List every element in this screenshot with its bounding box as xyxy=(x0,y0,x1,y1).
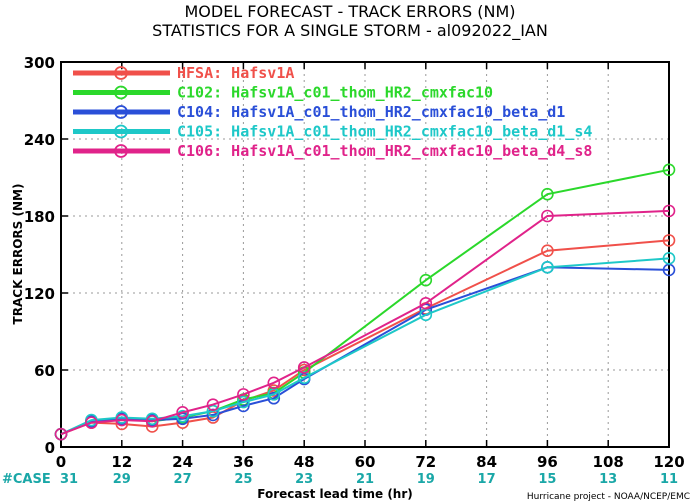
series-point xyxy=(237,388,250,401)
y-tick-label: 120 xyxy=(24,285,55,303)
case-count: 13 xyxy=(599,472,617,487)
chart-subtitle: STATISTICS FOR A SINGLE STORM - al092022… xyxy=(152,21,548,41)
legend-marker xyxy=(114,66,128,80)
chart-title: MODEL FORECAST - TRACK ERRORS (NM) xyxy=(184,2,515,21)
x-tick-label: 24 xyxy=(172,453,193,471)
legend-label: C102: Hafsv1A_c01_thom_HR2_cmxfac10 xyxy=(177,84,493,102)
legend-marker xyxy=(114,105,128,119)
series-point xyxy=(176,406,189,419)
series-point xyxy=(297,361,311,374)
series-point xyxy=(206,398,220,411)
case-count: 17 xyxy=(478,472,496,487)
x-tick-label: 120 xyxy=(653,453,684,471)
legend-entry-4: C105: Hafsv1A_c01_thom_HR2_cmxfac10_beta… xyxy=(73,123,592,141)
x-tick-label: 0 xyxy=(56,453,66,471)
case-count: 23 xyxy=(295,472,313,487)
series-point xyxy=(419,273,433,287)
y-axis-label: TRACK ERRORS (NM) xyxy=(11,184,25,325)
case-count: 29 xyxy=(113,472,131,487)
case-count: 21 xyxy=(356,472,374,487)
case-count: 15 xyxy=(538,472,556,487)
x-tick-label: 36 xyxy=(233,453,254,471)
legend-entry-1: HFSA: Hafsv1A xyxy=(73,64,294,82)
x-tick-label: 60 xyxy=(355,453,376,471)
y-tick-labels: 0 60 120 180 240 300 xyxy=(24,54,55,457)
series-line xyxy=(60,209,670,436)
series-point xyxy=(267,391,281,405)
y-tick-label: 180 xyxy=(24,208,55,226)
case-label: #CASE xyxy=(2,472,51,487)
series-point xyxy=(115,413,129,427)
y-tick-label: 240 xyxy=(24,131,55,149)
y-tick-label: 300 xyxy=(24,54,55,72)
x-axis-label: Forecast lead time (hr) xyxy=(257,487,413,501)
series-point xyxy=(267,376,281,390)
series-point xyxy=(541,187,554,201)
x-tick-labels: 0 12 24 36 48 60 72 84 96 108 120 xyxy=(56,453,685,471)
series-point xyxy=(176,409,189,423)
series-point xyxy=(662,163,676,177)
case-count: 31 xyxy=(60,472,78,487)
case-count: 27 xyxy=(174,472,192,487)
y-tick-label: 0 xyxy=(45,439,55,457)
series-point xyxy=(237,395,250,409)
legend: HFSA: Hafsv1A C102: Hafsv1A_c01_thom_HR2_… xyxy=(73,64,592,160)
series-point xyxy=(85,416,98,429)
series-point xyxy=(541,209,554,223)
legend-entry-2: C102: Hafsv1A_c01_thom_HR2_cmxfac10 xyxy=(73,84,493,102)
series-point xyxy=(662,234,676,247)
x-tick-label: 108 xyxy=(593,453,624,471)
legend-label: C105: Hafsv1A_c01_thom_HR2_cmxfac10_beta… xyxy=(177,123,592,141)
x-tick-label: 12 xyxy=(111,453,132,471)
legend-marker xyxy=(114,124,128,139)
series-point xyxy=(662,252,676,265)
legend-marker xyxy=(114,144,128,158)
credit-text: Hurricane project - NOAA/NCEP/EMC xyxy=(527,492,690,502)
case-counts: 31 29 27 25 23 21 19 17 15 13 11 xyxy=(60,472,678,487)
legend-label: C106: Hafsv1A_c01_thom_HR2_cmxfac10_beta… xyxy=(177,142,592,160)
legend-entry-5: C106: Hafsv1A_c01_thom_HR2_cmxfac10_beta… xyxy=(73,142,592,160)
case-count: 25 xyxy=(234,472,252,487)
legend-label: HFSA: Hafsv1A xyxy=(177,64,294,82)
series-point xyxy=(541,261,554,274)
series-point xyxy=(419,296,433,310)
case-count: 11 xyxy=(660,472,678,487)
series-point xyxy=(662,204,676,218)
case-count: 19 xyxy=(417,472,435,487)
x-tick-label: 48 xyxy=(294,453,315,471)
series-point xyxy=(541,244,554,257)
series-5 xyxy=(54,204,676,441)
x-tick-label: 84 xyxy=(476,453,497,471)
x-tick-label: 72 xyxy=(415,453,436,471)
x-tick-label: 96 xyxy=(537,453,558,471)
legend-marker xyxy=(114,85,128,100)
legend-entry-3: C104: Hafsv1A_c01_thom_HR2_cmxfac10_beta… xyxy=(73,103,565,121)
plot-frame xyxy=(60,61,670,448)
series-point xyxy=(145,415,159,428)
series-lines xyxy=(54,163,676,441)
grid-lines xyxy=(60,61,670,448)
series-point xyxy=(54,427,68,441)
legend-label: C104: Hafsv1A_c01_thom_HR2_cmxfac10_beta… xyxy=(177,103,565,121)
y-tick-label: 60 xyxy=(34,362,55,380)
